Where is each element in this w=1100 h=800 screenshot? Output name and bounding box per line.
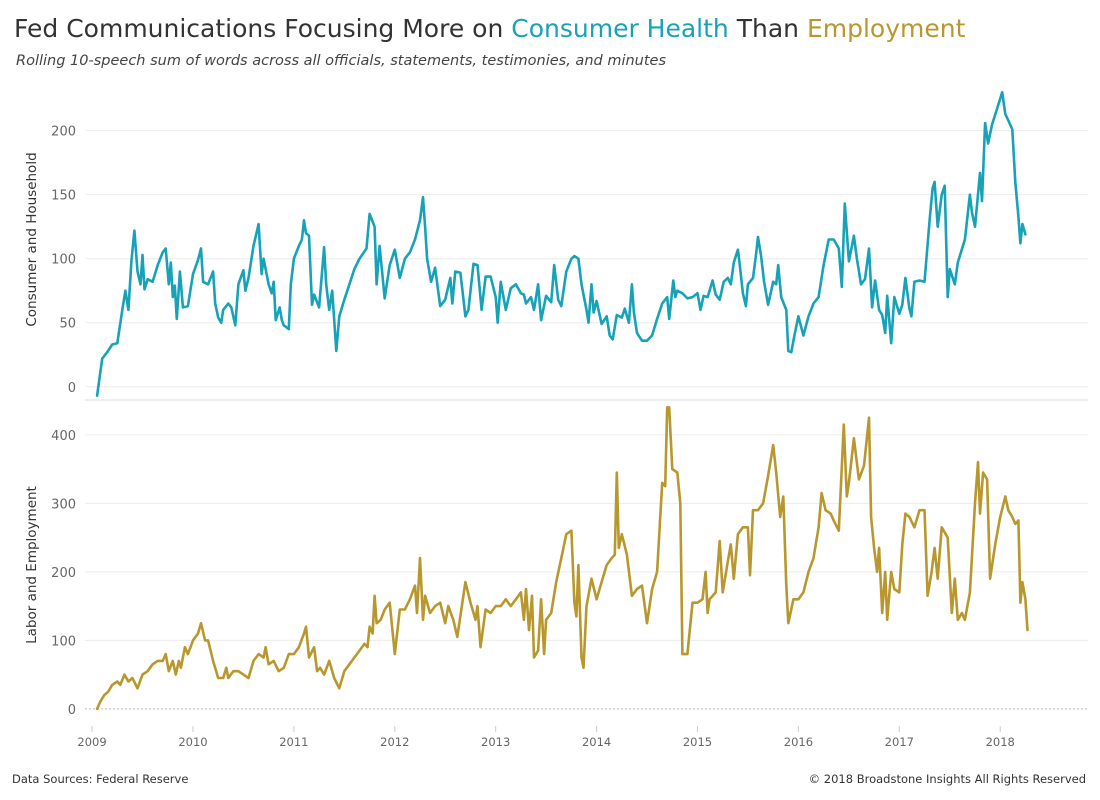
series-line-consumer [95, 90, 1027, 397]
title-employment: Employment [806, 14, 966, 43]
data-source-note: Data Sources: Federal Reserve [12, 772, 189, 786]
y-tick-label-consumer-50: 50 [59, 317, 76, 332]
x-tick-label-2018: 2018 [986, 735, 1015, 749]
x-tick-label-2012: 2012 [380, 735, 409, 749]
x-tick-label-2014: 2014 [582, 735, 611, 749]
title-part-1: Fed Communications Focusing More on [14, 14, 512, 43]
x-tick-label-2016: 2016 [784, 735, 813, 749]
copyright-note: © 2018 Broadstone Insights All Rights Re… [808, 772, 1086, 786]
x-tick-label-2015: 2015 [683, 735, 712, 749]
y-tick-label-consumer-150: 150 [51, 189, 76, 204]
series-line-employment [95, 406, 1029, 711]
x-tick-label-2010: 2010 [178, 735, 207, 749]
y-tick-label-consumer-0: 0 [68, 381, 76, 396]
chart-title: Fed Communications Focusing More on Cons… [14, 14, 965, 43]
y-axis-label-consumer: Consumer and Household [24, 152, 40, 326]
y-tick-label-employment-300: 300 [51, 497, 76, 512]
y-tick-label-consumer-100: 100 [51, 253, 76, 268]
x-tick-label-2017: 2017 [885, 735, 914, 749]
chart-subtitle: Rolling 10-speech sum of words across al… [16, 53, 667, 69]
employment-panel: 0 100 200 300 400 Labor and Employment [24, 406, 1088, 718]
y-tick-label-employment-0: 0 [68, 703, 76, 718]
y-tick-label-employment-100: 100 [51, 634, 76, 649]
x-tick-label-2009: 2009 [77, 735, 106, 749]
y-tick-label-consumer-200: 200 [51, 125, 76, 140]
consumer-panel: 0 50 100 150 200 Consumer and Household [24, 90, 1088, 397]
x-tick-label-2013: 2013 [481, 735, 510, 749]
x-tick-label-2011: 2011 [279, 735, 308, 749]
y-tick-label-employment-200: 200 [51, 566, 76, 581]
x-axis: 2009 2010 2011 2012 2013 2014 2015 2016 2017 2018 [77, 399, 1088, 749]
y-axis-label-employment: Labor and Employment [24, 486, 40, 644]
y-tick-label-employment-400: 400 [51, 429, 76, 444]
title-part-3: Than [728, 14, 807, 43]
title-consumer-health: Consumer Health [511, 14, 729, 43]
